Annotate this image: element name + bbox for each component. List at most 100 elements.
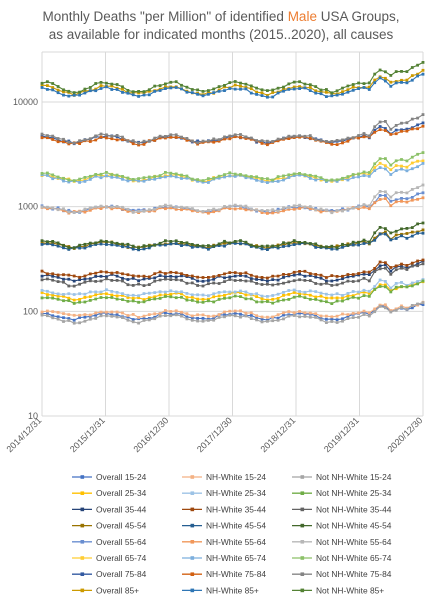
data-point — [384, 285, 387, 289]
data-point — [196, 92, 199, 96]
data-point — [314, 89, 318, 93]
data-point — [346, 136, 350, 140]
data-point — [282, 209, 285, 213]
data-point — [83, 91, 87, 95]
data-point — [196, 319, 199, 323]
data-point — [56, 88, 60, 92]
data-point — [83, 292, 87, 296]
data-point — [239, 312, 242, 316]
data-point — [51, 243, 55, 247]
legend-label: NH-White 65-74 — [206, 553, 266, 563]
data-point — [410, 155, 414, 159]
data-point — [223, 85, 226, 89]
data-point — [367, 171, 371, 174]
data-point — [260, 317, 264, 321]
series-layer — [40, 61, 425, 325]
data-point — [40, 289, 44, 292]
data-point — [46, 205, 49, 209]
data-point — [421, 72, 425, 76]
data-point — [405, 227, 409, 230]
data-point — [373, 166, 377, 169]
data-point — [153, 317, 157, 321]
data-point — [335, 89, 339, 93]
legend-item: Overall 55-64 — [72, 537, 147, 547]
data-point — [362, 238, 366, 242]
data-point — [121, 85, 124, 89]
data-point — [207, 208, 210, 212]
data-point — [351, 280, 355, 283]
data-point — [394, 264, 398, 268]
data-point — [212, 281, 216, 285]
data-point — [40, 296, 44, 300]
data-point — [373, 201, 377, 205]
data-point — [308, 86, 312, 89]
data-point — [260, 315, 264, 319]
data-point — [67, 248, 71, 251]
data-point — [153, 243, 157, 247]
data-point — [330, 142, 334, 146]
data-point — [174, 271, 178, 275]
data-point — [40, 243, 44, 246]
legend-label: NH-White 75-84 — [206, 569, 266, 579]
data-point — [239, 207, 242, 210]
data-point — [276, 209, 280, 213]
grid-layer — [41, 51, 424, 417]
data-point — [67, 246, 71, 249]
data-point — [416, 123, 419, 127]
data-point — [384, 167, 387, 171]
data-point — [185, 295, 189, 299]
data-point — [228, 313, 232, 317]
data-point — [292, 270, 296, 274]
data-point — [330, 293, 334, 297]
data-point — [405, 78, 409, 82]
data-point — [405, 200, 409, 204]
data-point — [62, 93, 65, 97]
data-point — [308, 205, 312, 208]
data-point — [62, 273, 65, 277]
legend-label: NH-White 15-24 — [206, 472, 266, 482]
data-point — [271, 297, 275, 301]
data-point — [378, 120, 382, 124]
data-point — [126, 299, 130, 303]
data-point — [405, 127, 409, 131]
data-point — [260, 180, 264, 183]
data-point — [153, 177, 157, 181]
data-point — [394, 164, 398, 167]
data-point — [410, 281, 414, 285]
data-point — [201, 94, 205, 98]
data-point — [40, 132, 44, 136]
data-point — [319, 299, 323, 303]
data-point — [233, 311, 237, 315]
data-point — [78, 93, 81, 97]
data-point — [196, 139, 199, 143]
legend-item: NH-White 55-64 — [182, 537, 266, 547]
data-point — [190, 281, 194, 285]
data-point — [416, 222, 419, 226]
data-point — [362, 205, 366, 209]
data-point — [72, 293, 76, 296]
data-point — [51, 206, 55, 210]
data-point — [378, 166, 382, 169]
data-point — [115, 88, 119, 91]
data-point — [351, 173, 355, 176]
data-point — [190, 245, 194, 249]
legend-label: Not NH-White 15-24 — [316, 472, 392, 482]
data-point — [190, 207, 194, 210]
data-point — [335, 318, 339, 322]
data-point — [367, 314, 371, 318]
data-point — [153, 295, 157, 299]
data-point — [351, 274, 355, 278]
data-point — [233, 314, 237, 318]
data-point — [378, 194, 382, 197]
data-point — [287, 244, 291, 248]
data-point — [335, 296, 339, 300]
data-point — [373, 169, 377, 172]
data-point — [196, 293, 199, 297]
data-point — [330, 315, 334, 319]
data-point — [40, 83, 44, 87]
data-point — [298, 270, 301, 273]
data-point — [421, 159, 425, 163]
data-point — [255, 177, 258, 180]
data-point — [217, 242, 221, 246]
data-point — [303, 315, 307, 318]
